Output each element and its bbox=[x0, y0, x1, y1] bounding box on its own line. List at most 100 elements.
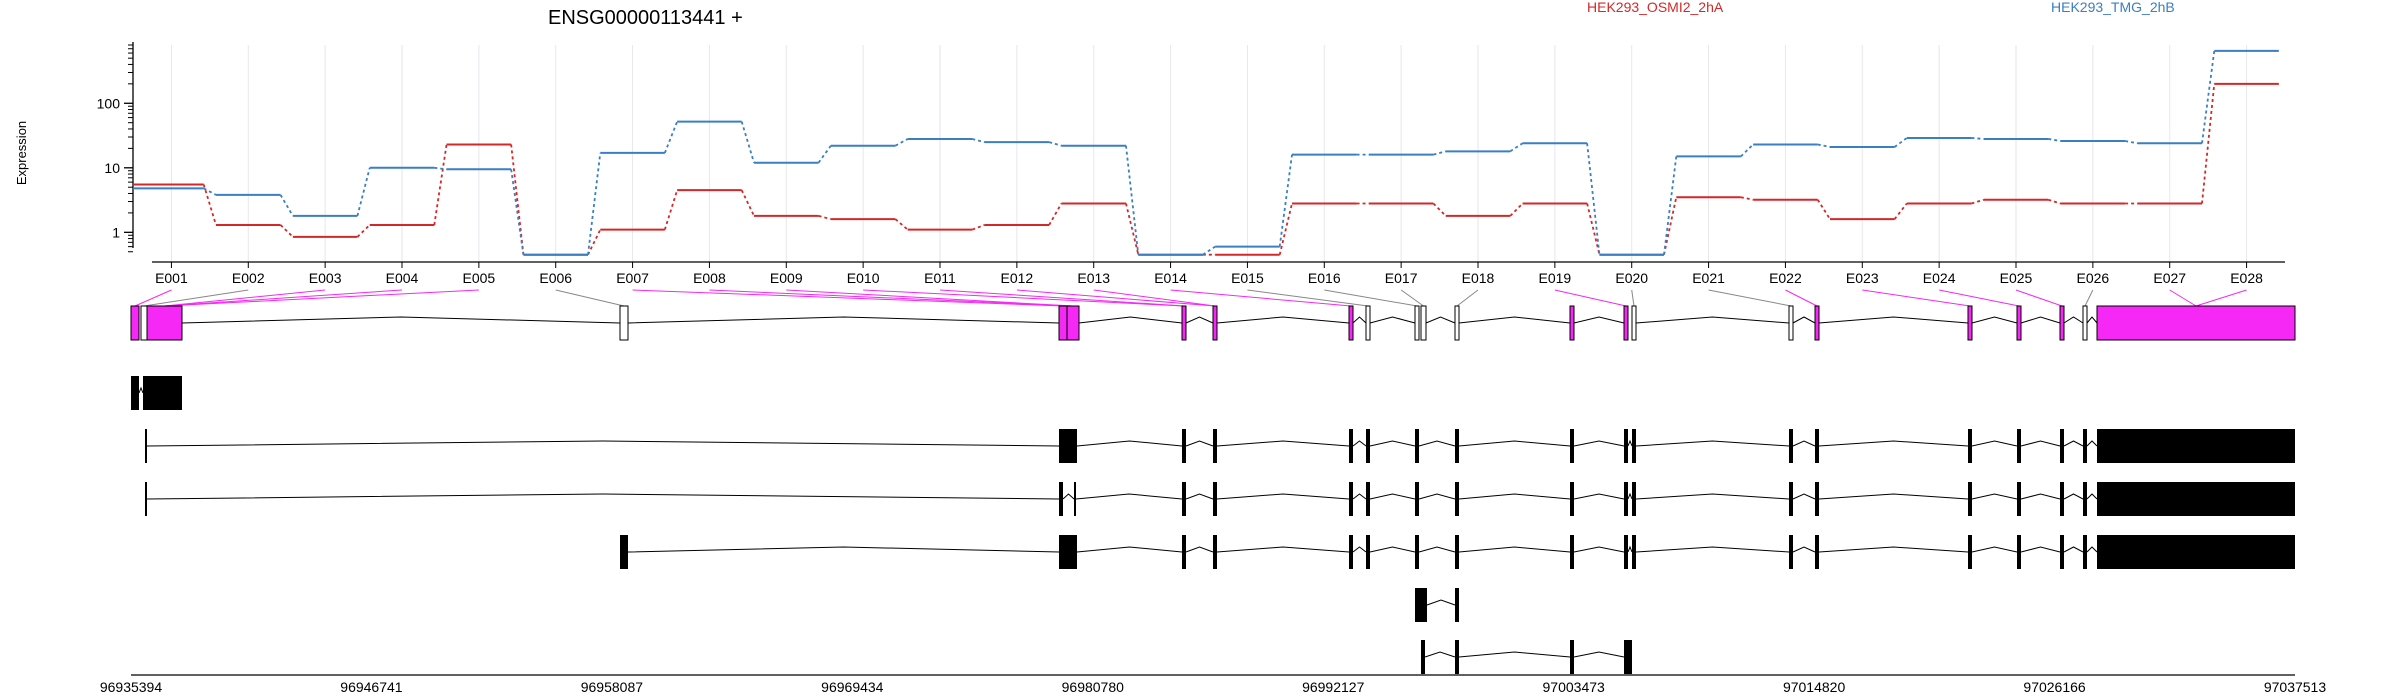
series-transition bbox=[740, 121, 755, 163]
exon-box bbox=[1454, 305, 1460, 341]
series-transition bbox=[1433, 150, 1446, 156]
series-transition bbox=[1048, 141, 1062, 147]
exon-connector bbox=[1785, 289, 1818, 307]
genomic-tick-label: 96969434 bbox=[821, 679, 884, 695]
exon-box bbox=[1181, 305, 1187, 341]
exon-box bbox=[1058, 305, 1068, 341]
gene-model bbox=[130, 305, 2296, 341]
series-transition bbox=[1125, 145, 1140, 255]
series-transition bbox=[1971, 198, 1984, 205]
series-transition bbox=[279, 224, 294, 238]
transcript-exon bbox=[1968, 482, 1972, 516]
x-tick-label: E018 bbox=[1462, 270, 1495, 286]
transcript-exon bbox=[1213, 429, 1217, 463]
x-axis: E001 E002 E003 E004 E005 E006 E007 E008 E009 E010… bbox=[152, 261, 2285, 286]
transcript-exon bbox=[1815, 535, 1819, 569]
exon-connector bbox=[863, 289, 1185, 307]
genomic-tick-label: 96958087 bbox=[581, 679, 644, 695]
series-transition bbox=[894, 138, 909, 147]
x-tick-label: E028 bbox=[2230, 270, 2263, 286]
genomic-tick-label: 96980780 bbox=[1062, 679, 1125, 695]
series-transition bbox=[894, 218, 909, 231]
transcript-intron bbox=[138, 386, 144, 394]
x-tick-label: E002 bbox=[232, 270, 265, 286]
exon-box bbox=[2059, 305, 2065, 341]
transcript-exon bbox=[1789, 535, 1793, 569]
gridlines bbox=[170, 45, 2248, 262]
x-tick-label: E024 bbox=[1923, 270, 1956, 286]
transcript-exon bbox=[1789, 482, 1793, 516]
exon-box bbox=[1623, 305, 1629, 341]
transcript-intron bbox=[146, 492, 2098, 500]
transcript-exon bbox=[2060, 429, 2064, 463]
transcript-5 bbox=[1415, 588, 1459, 622]
series-transition bbox=[433, 144, 448, 226]
transcript-exon bbox=[1570, 482, 1574, 516]
series-transition bbox=[2201, 50, 2216, 144]
series-transition bbox=[1509, 202, 1524, 217]
transcript-exon bbox=[1182, 429, 1186, 463]
series-transition bbox=[818, 214, 832, 221]
exon-connector bbox=[555, 289, 625, 307]
transcript-6 bbox=[1421, 640, 1632, 674]
exon-connector bbox=[1093, 289, 1216, 307]
genomic-tick-label: 96946741 bbox=[340, 679, 403, 695]
exon-connector bbox=[2084, 289, 2094, 307]
series-transition bbox=[1586, 143, 1601, 255]
exon-box bbox=[1414, 305, 1420, 341]
transcript-intron bbox=[146, 439, 2098, 447]
series-transition bbox=[972, 138, 985, 143]
transcript-exon bbox=[1624, 535, 1628, 569]
series-transition bbox=[1202, 245, 1216, 256]
series-transition bbox=[510, 169, 525, 255]
x-tick-label: E009 bbox=[770, 270, 803, 286]
exon-box bbox=[1967, 305, 1973, 341]
series-transition bbox=[1048, 203, 1063, 226]
series-transition bbox=[202, 184, 217, 226]
transcript-1 bbox=[131, 376, 182, 410]
series-transition bbox=[1278, 154, 1293, 247]
x-tick-label: E014 bbox=[1154, 270, 1187, 286]
x-tick-label: E004 bbox=[386, 270, 419, 286]
exon-box bbox=[1814, 305, 1820, 341]
exon-box bbox=[1420, 305, 1427, 341]
x-tick-label: E003 bbox=[309, 270, 342, 286]
transcript-exon bbox=[1415, 588, 1427, 622]
genomic-axis: 96935394 96946741 96958087 96969434 96980780… bbox=[100, 674, 2326, 695]
transcript-4 bbox=[620, 535, 2295, 569]
x-tick-label: E021 bbox=[1692, 270, 1725, 286]
y-tick-label: 1 bbox=[112, 224, 120, 240]
exon-box bbox=[1365, 305, 1371, 341]
series-transition bbox=[1740, 143, 1754, 158]
genomic-tick-label: 96935394 bbox=[100, 679, 163, 695]
series-transition bbox=[1278, 203, 1293, 255]
transcript-exon bbox=[1074, 482, 1076, 516]
x-tick-label: E011 bbox=[924, 270, 956, 286]
exon-connector bbox=[164, 289, 326, 307]
transcript-tracks bbox=[131, 376, 2295, 674]
exon-box bbox=[1066, 305, 1080, 341]
transcript-exon bbox=[1455, 588, 1459, 622]
transcript-exon bbox=[145, 482, 147, 516]
exon-connector bbox=[1247, 289, 1369, 307]
exon-box bbox=[1212, 305, 1218, 341]
transcript-exon bbox=[2083, 482, 2087, 516]
exon-box bbox=[2016, 305, 2022, 341]
transcript-exon bbox=[1455, 640, 1459, 674]
x-tick-label: E017 bbox=[1385, 270, 1418, 286]
series-transition bbox=[1509, 142, 1524, 153]
transcript-exon bbox=[2017, 429, 2021, 463]
exon-box bbox=[130, 305, 140, 341]
transcript-exon bbox=[2097, 482, 2295, 516]
series-transition bbox=[2048, 138, 2061, 142]
series-transition bbox=[971, 224, 985, 231]
series-transition bbox=[2124, 140, 2138, 145]
transcript-exon bbox=[2083, 429, 2087, 463]
genomic-tick-label: 97014820 bbox=[1783, 679, 1846, 695]
transcript-intron bbox=[1426, 599, 1456, 606]
transcript-exon bbox=[1455, 535, 1459, 569]
exon-connector bbox=[1170, 289, 1352, 307]
exon-box bbox=[146, 305, 183, 341]
series-transition bbox=[1971, 137, 1984, 140]
